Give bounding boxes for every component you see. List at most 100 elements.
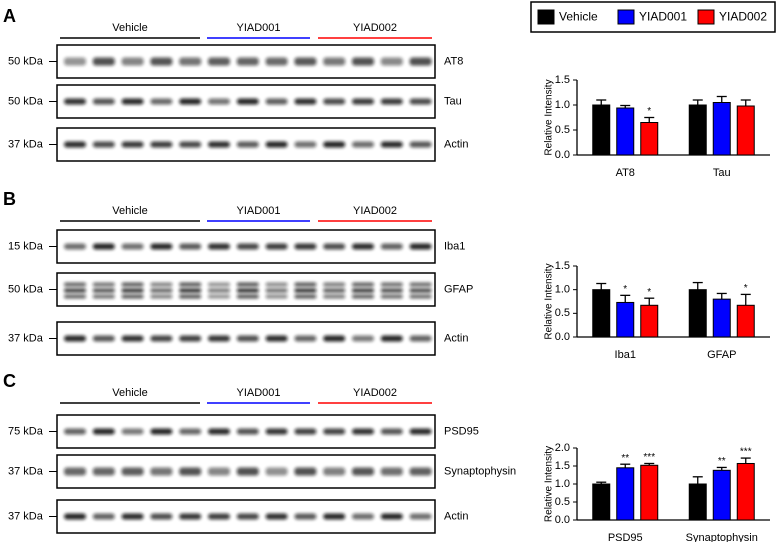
blot-band xyxy=(121,335,144,342)
bar xyxy=(616,301,635,338)
y-tick-label: 0.5 xyxy=(555,124,570,136)
blot-band xyxy=(150,467,173,476)
y-tick-label: 1.0 xyxy=(555,284,570,296)
significance: *** xyxy=(740,447,752,458)
blot-band xyxy=(92,98,115,105)
significance: * xyxy=(744,283,748,294)
blot-band xyxy=(208,294,230,299)
significance: ** xyxy=(621,453,629,464)
significance: ** xyxy=(718,456,726,467)
protein-label: PSD95 xyxy=(444,425,479,437)
blot-band xyxy=(380,467,403,476)
blot-band xyxy=(236,467,259,476)
bar xyxy=(592,483,611,521)
blot-band xyxy=(294,57,317,66)
blot-band xyxy=(236,57,259,66)
blot-band xyxy=(236,335,259,342)
blot-band xyxy=(380,243,403,250)
weight-label: 15 kDa xyxy=(8,240,44,252)
bar xyxy=(712,469,731,521)
weight-label: 37 kDa xyxy=(8,138,44,150)
blot-band xyxy=(208,282,230,287)
blot-band xyxy=(92,282,115,287)
blot-band xyxy=(64,428,86,435)
group-label: Vehicle xyxy=(112,205,147,217)
blot-band xyxy=(294,98,317,105)
blot-band xyxy=(208,141,230,148)
blot-band xyxy=(150,294,173,299)
group-label: YIAD002 xyxy=(353,205,397,217)
blot-band xyxy=(150,288,173,293)
blot-band xyxy=(121,141,144,148)
protein-label: Actin xyxy=(444,332,468,344)
weight-label: 50 kDa xyxy=(8,95,44,107)
blot-band xyxy=(150,98,173,105)
blot-band xyxy=(150,243,173,250)
y-tick-label: 1.0 xyxy=(555,99,570,111)
legend-swatch xyxy=(537,9,555,25)
blot-band xyxy=(64,98,86,105)
blot-band xyxy=(121,513,144,520)
blot-band xyxy=(294,141,317,148)
legend-swatch xyxy=(617,9,635,25)
blot-band xyxy=(236,428,259,435)
blot-band xyxy=(409,98,432,105)
legend-label: Vehicle xyxy=(559,10,598,24)
y-axis-title: Relative Intensity xyxy=(544,446,555,522)
group-label: YIAD002 xyxy=(353,22,397,34)
blot-band xyxy=(265,294,288,299)
blot-band xyxy=(352,428,374,435)
blot-band xyxy=(352,282,374,287)
bar xyxy=(640,464,659,521)
blot-band xyxy=(265,243,288,250)
blot-band xyxy=(150,428,173,435)
blot-band xyxy=(265,467,288,476)
y-tick-label: 0.5 xyxy=(555,496,570,508)
blot-band xyxy=(409,243,432,250)
blot-band xyxy=(294,243,317,250)
blot-band xyxy=(294,335,317,342)
blot-band xyxy=(409,282,432,287)
blot-band xyxy=(92,467,115,476)
protein-label: Tau xyxy=(444,95,462,107)
y-axis-title: Relative Intensity xyxy=(544,263,555,339)
protein-label: GFAP xyxy=(444,283,473,295)
blot-band xyxy=(323,98,346,105)
blot-band xyxy=(294,467,317,476)
blot-band xyxy=(352,57,374,66)
bar xyxy=(640,304,659,338)
blot-band xyxy=(265,288,288,293)
blot-band xyxy=(323,428,346,435)
blot-band xyxy=(150,57,173,66)
blot-band xyxy=(179,98,202,105)
blot-band xyxy=(236,243,259,250)
blot-band xyxy=(380,513,403,520)
group-label: YIAD001 xyxy=(236,205,280,217)
x-tick-label: PSD95 xyxy=(608,532,643,542)
weight-label: 75 kDa xyxy=(8,425,44,437)
blot-band xyxy=(121,288,144,293)
blot-band xyxy=(179,57,202,66)
blot-band xyxy=(92,288,115,293)
legend-label: YIAD001 xyxy=(639,10,687,24)
protein-label: Iba1 xyxy=(444,240,465,252)
blot-band xyxy=(236,288,259,293)
blot-band xyxy=(265,282,288,287)
blot-band xyxy=(64,335,86,342)
blot-band xyxy=(380,282,403,287)
blot-band xyxy=(64,141,86,148)
group-label: YIAD001 xyxy=(236,387,280,399)
blot-band xyxy=(294,282,317,287)
significance: *** xyxy=(643,452,655,463)
blot-band xyxy=(352,243,374,250)
protein-label: Actin xyxy=(444,510,468,522)
blot-band xyxy=(179,282,202,287)
y-tick-label: 1.0 xyxy=(555,478,570,490)
weight-label: 37 kDa xyxy=(8,465,44,477)
legend-label: YIAD002 xyxy=(719,10,767,24)
x-tick-label: GFAP xyxy=(707,349,736,361)
blot-band xyxy=(64,513,86,520)
panel-label: B xyxy=(3,189,16,209)
blot-band xyxy=(92,428,115,435)
